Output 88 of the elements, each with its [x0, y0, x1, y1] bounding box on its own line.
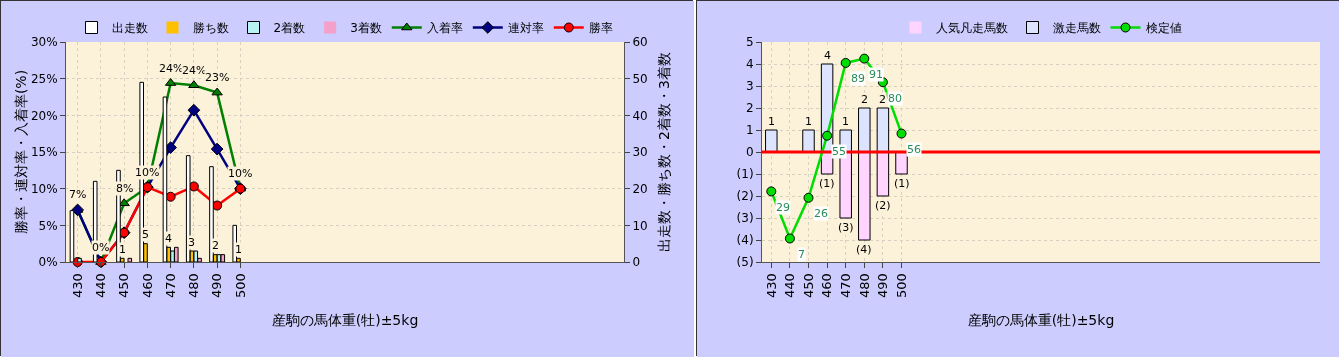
- data-label: 55: [832, 145, 846, 158]
- data-label: 8%: [116, 182, 134, 195]
- x-axis-title: 産駒の馬体重(牡)±5kg: [967, 312, 1115, 329]
- data-label: (2): [875, 199, 891, 212]
- data-label: 1: [119, 243, 126, 256]
- y2-tick-label: 0: [632, 255, 641, 270]
- data-label: 7: [798, 248, 805, 261]
- data-label: 80: [888, 92, 902, 105]
- data-label: 2: [861, 93, 868, 106]
- y2-tick-label: 30: [632, 145, 648, 160]
- x-tick-label: 480: [856, 273, 872, 299]
- y-axis-title: 勝率・連対率・入着率(%): [12, 69, 29, 235]
- y2-tick-label: 40: [632, 108, 648, 123]
- legend-label: 人気凡走馬数: [935, 21, 1008, 36]
- data-label: 10%: [135, 166, 160, 179]
- y2-tick-label: 20: [632, 181, 648, 196]
- y-tick-label: 0%: [38, 255, 58, 270]
- y-tick-label: 30%: [30, 35, 58, 50]
- x-tick-label: 490: [209, 273, 225, 299]
- y-tick-label: (3): [736, 211, 754, 226]
- data-label: 2: [879, 93, 886, 106]
- y-tick-label: 5%: [38, 218, 58, 233]
- data-label: 10%: [228, 167, 253, 180]
- y2-tick-label: 60: [632, 35, 648, 50]
- data-label: 0%: [92, 241, 110, 254]
- data-label: (1): [819, 177, 835, 190]
- x-tick-label: 460: [139, 273, 155, 299]
- data-label: 23%: [205, 71, 230, 84]
- x-tick-label: 450: [116, 273, 132, 299]
- legend-label: 勝率: [588, 21, 613, 36]
- x-tick-label: 500: [893, 273, 909, 299]
- x-tick-label: 470: [162, 273, 178, 299]
- legend-label: 激走馬数: [1052, 21, 1101, 36]
- x-tick-label: 490: [875, 273, 891, 299]
- data-label: 5: [142, 228, 149, 241]
- legend-label: 3着数: [350, 21, 382, 36]
- data-label: 3: [188, 236, 195, 249]
- data-label: (1): [894, 177, 910, 190]
- data-label: 56: [907, 143, 921, 156]
- data-label: 24%: [182, 64, 207, 77]
- data-label: (3): [838, 221, 854, 234]
- x-tick-label: 440: [782, 273, 798, 299]
- data-label: 7%: [69, 188, 87, 201]
- y-tick-label: 25%: [30, 71, 58, 86]
- data-label: 24%: [159, 62, 184, 75]
- x-tick-label: 460: [819, 273, 835, 299]
- x-tick-label: 480: [186, 273, 202, 299]
- y2-tick-label: 50: [632, 71, 648, 86]
- x-tick-label: 450: [800, 273, 816, 299]
- y-tick-label: 4: [745, 57, 754, 72]
- data-label: (4): [856, 243, 872, 256]
- data-label: 91: [869, 68, 883, 81]
- y-tick-label: 10%: [30, 181, 58, 196]
- y-tick-label: 1: [745, 123, 754, 138]
- x-tick-label: 500: [232, 273, 248, 299]
- y-tick-label: (1): [736, 167, 754, 182]
- legend-label: 検定値: [1145, 21, 1182, 36]
- y-tick-label: 2: [745, 101, 754, 116]
- legend-label: 出走数: [111, 21, 148, 36]
- x-tick-label: 470: [837, 273, 853, 299]
- legend-label: 入着率: [426, 21, 463, 36]
- data-label: 1: [805, 115, 812, 128]
- legend-label: 連対率: [507, 21, 544, 36]
- data-label: 1: [768, 115, 775, 128]
- y2-axis-title: 出走数・勝ち数・2着数・3着数: [656, 52, 672, 252]
- y2-tick-label: 10: [632, 218, 648, 233]
- data-label: 2: [212, 239, 219, 252]
- x-tick-label: 440: [93, 273, 109, 299]
- y-tick-label: (4): [736, 233, 754, 248]
- data-label: 4: [165, 232, 172, 245]
- legend-label: 2着数: [273, 21, 306, 36]
- y-tick-label: 15%: [30, 145, 58, 160]
- data-label: 1: [842, 115, 849, 128]
- legend-label: 勝ち数: [192, 21, 229, 36]
- x-axis-title: 産駒の馬体重(牡)±5kg: [271, 312, 419, 329]
- x-tick-label: 430: [69, 273, 85, 299]
- y-tick-label: (5): [736, 255, 754, 270]
- y-tick-label: (2): [736, 189, 754, 204]
- data-label: 4: [824, 49, 831, 62]
- x-tick-label: 430: [763, 273, 779, 299]
- data-label: 89: [851, 72, 865, 85]
- data-label: 1: [235, 243, 242, 256]
- y-tick-label: 3: [745, 79, 754, 94]
- y-tick-label: 5: [745, 35, 754, 50]
- data-label: 29: [776, 201, 790, 214]
- y-tick-label: 20%: [30, 108, 58, 123]
- data-label: 26: [814, 207, 828, 220]
- y-tick-label: 0: [745, 145, 754, 160]
